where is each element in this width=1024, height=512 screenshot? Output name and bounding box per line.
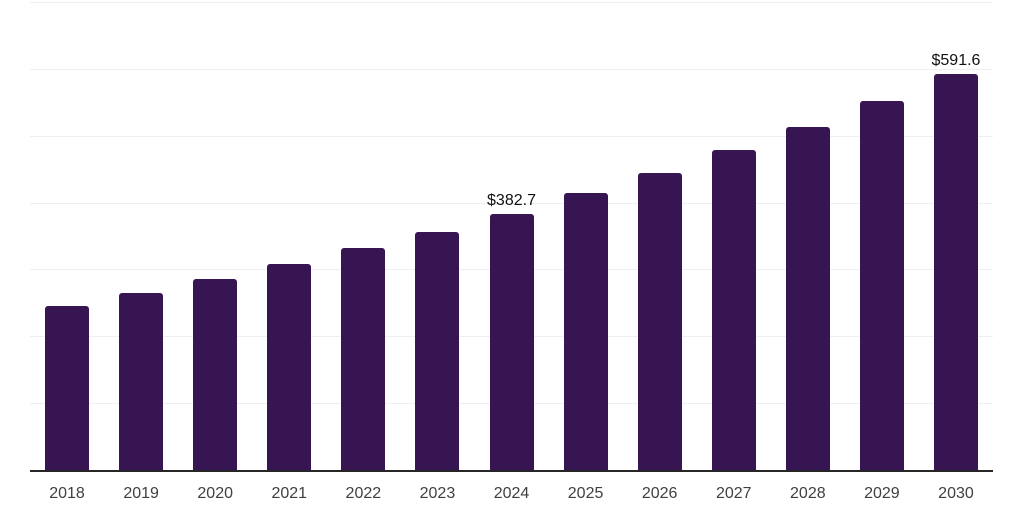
bar-2018 bbox=[45, 306, 90, 470]
bar-slot bbox=[400, 2, 474, 470]
bar-2019 bbox=[119, 293, 164, 470]
x-tick-label-2025: 2025 bbox=[567, 485, 604, 502]
bar-value-label-2024: $382.7 bbox=[487, 191, 536, 209]
x-tick-label-2024: 2024 bbox=[493, 485, 530, 502]
bar-value-label-2030: $591.6 bbox=[931, 52, 981, 70]
bar-slot: $591.6 bbox=[919, 2, 993, 470]
bar-2027 bbox=[711, 149, 756, 470]
gridline bbox=[30, 135, 993, 137]
gridline bbox=[30, 68, 993, 70]
x-tick-label-2022: 2022 bbox=[345, 485, 382, 502]
x-tick-label-2018: 2018 bbox=[49, 485, 85, 502]
gridline bbox=[30, 2, 993, 3]
bar-2021 bbox=[267, 264, 312, 470]
x-tick-label-2019: 2019 bbox=[123, 485, 159, 502]
bar-2023 bbox=[415, 232, 460, 470]
x-tick-label-2020: 2020 bbox=[197, 485, 233, 502]
bar-2030 bbox=[933, 74, 978, 470]
bar-slot bbox=[178, 2, 252, 470]
bar-slot bbox=[845, 2, 919, 470]
x-tick-label-2021: 2021 bbox=[271, 485, 308, 502]
bar-2029 bbox=[859, 100, 904, 470]
x-tick-label-2027: 2027 bbox=[715, 485, 752, 502]
bar-2025 bbox=[563, 192, 608, 470]
x-tick-label-2028: 2028 bbox=[790, 485, 826, 502]
x-tick-label-2029: 2029 bbox=[864, 485, 900, 502]
x-tick-label-2030: 2030 bbox=[938, 485, 974, 502]
gridline bbox=[30, 202, 993, 204]
bar-slot bbox=[104, 2, 178, 470]
bar-2022 bbox=[341, 248, 386, 470]
x-tick-label-2026: 2026 bbox=[641, 485, 678, 502]
bar-slot bbox=[549, 2, 623, 470]
bar-2028 bbox=[785, 127, 830, 470]
bar-2020 bbox=[193, 279, 238, 470]
bar-slot bbox=[30, 2, 104, 470]
bar-2026 bbox=[637, 172, 682, 470]
bar-slot bbox=[697, 2, 771, 470]
x-tick-label-2023: 2023 bbox=[419, 485, 456, 502]
bar-2024 bbox=[489, 214, 534, 470]
x-axis: 2018 2019 2020 2021 2022 2023 2024 2025 2026 2027… bbox=[30, 484, 993, 503]
bar-slot: $382.7 bbox=[474, 2, 548, 470]
bar-slot bbox=[326, 2, 400, 470]
bar-slot bbox=[623, 2, 697, 470]
bar-slot bbox=[252, 2, 326, 470]
plot-area: $382.7 $591.6 bbox=[30, 2, 993, 472]
bar-slot bbox=[771, 2, 845, 470]
